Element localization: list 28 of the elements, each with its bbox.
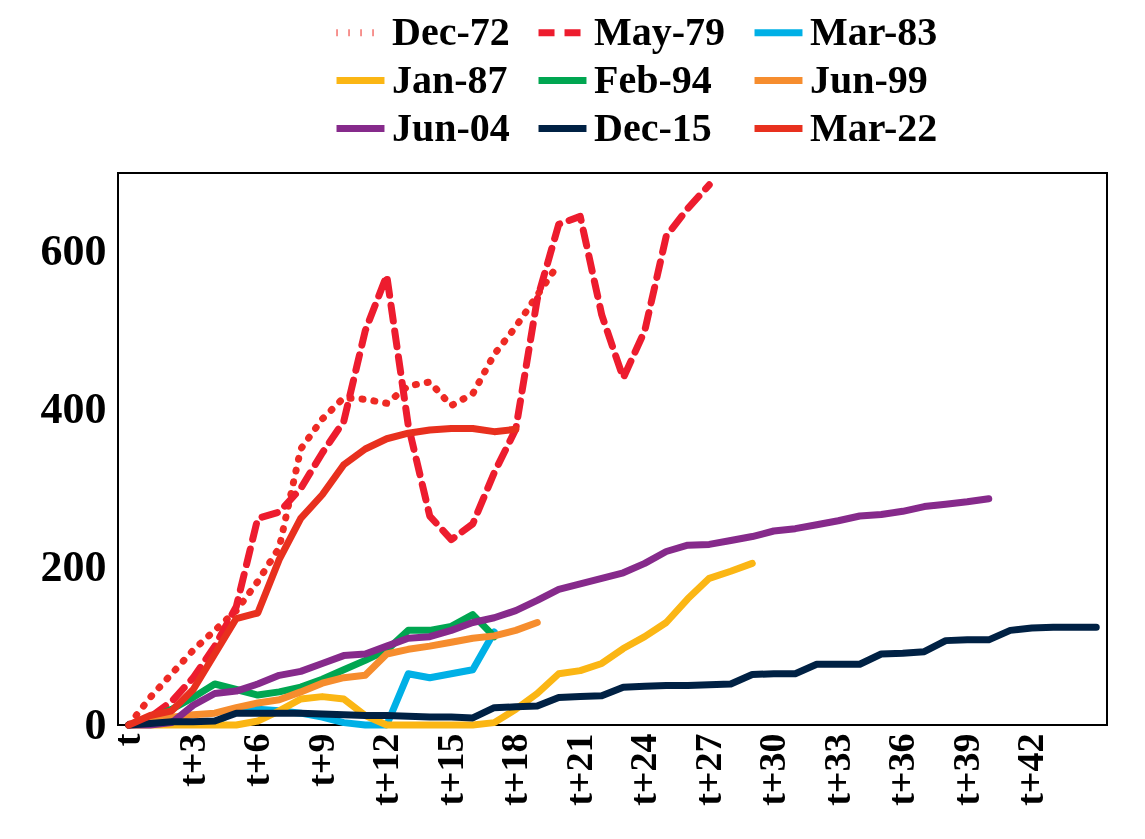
y-tick-label: 600 (40, 226, 107, 276)
x-tick-label: t+6 (235, 733, 278, 787)
legend-label: Jan-87 (392, 56, 508, 102)
x-tick-label: t+30 (751, 733, 794, 806)
x-tick-label: t+24 (622, 733, 665, 806)
x-tick-label: t+42 (1009, 733, 1052, 806)
x-tick-label: t+21 (557, 733, 600, 806)
legend-label: Mar-22 (810, 104, 938, 150)
y-tick-label: 0 (84, 699, 107, 749)
legend-label: Jun-04 (392, 104, 510, 150)
x-tick-label: t+9 (299, 733, 342, 787)
legend-label: Dec-15 (594, 104, 712, 150)
x-tick-label: t+3 (170, 733, 213, 787)
legend-label: Mar-83 (810, 8, 938, 54)
y-tick-label: 200 (40, 541, 107, 591)
legend-label: May-79 (594, 8, 726, 54)
legend-label: Dec-72 (392, 8, 510, 54)
x-tick-label: t+39 (944, 733, 987, 806)
y-tick-label: 400 (40, 384, 107, 434)
legend-label: Jun-99 (810, 56, 928, 102)
x-tick-label: t+33 (815, 733, 858, 806)
x-tick-label: t (106, 733, 149, 747)
x-tick-label: t+27 (686, 733, 729, 806)
legend-label: Feb-94 (594, 56, 712, 102)
x-tick-label: t+12 (364, 733, 407, 806)
x-tick-label: t+36 (880, 733, 923, 806)
x-tick-label: t+18 (493, 733, 536, 806)
x-tick-label: t+15 (428, 733, 471, 806)
